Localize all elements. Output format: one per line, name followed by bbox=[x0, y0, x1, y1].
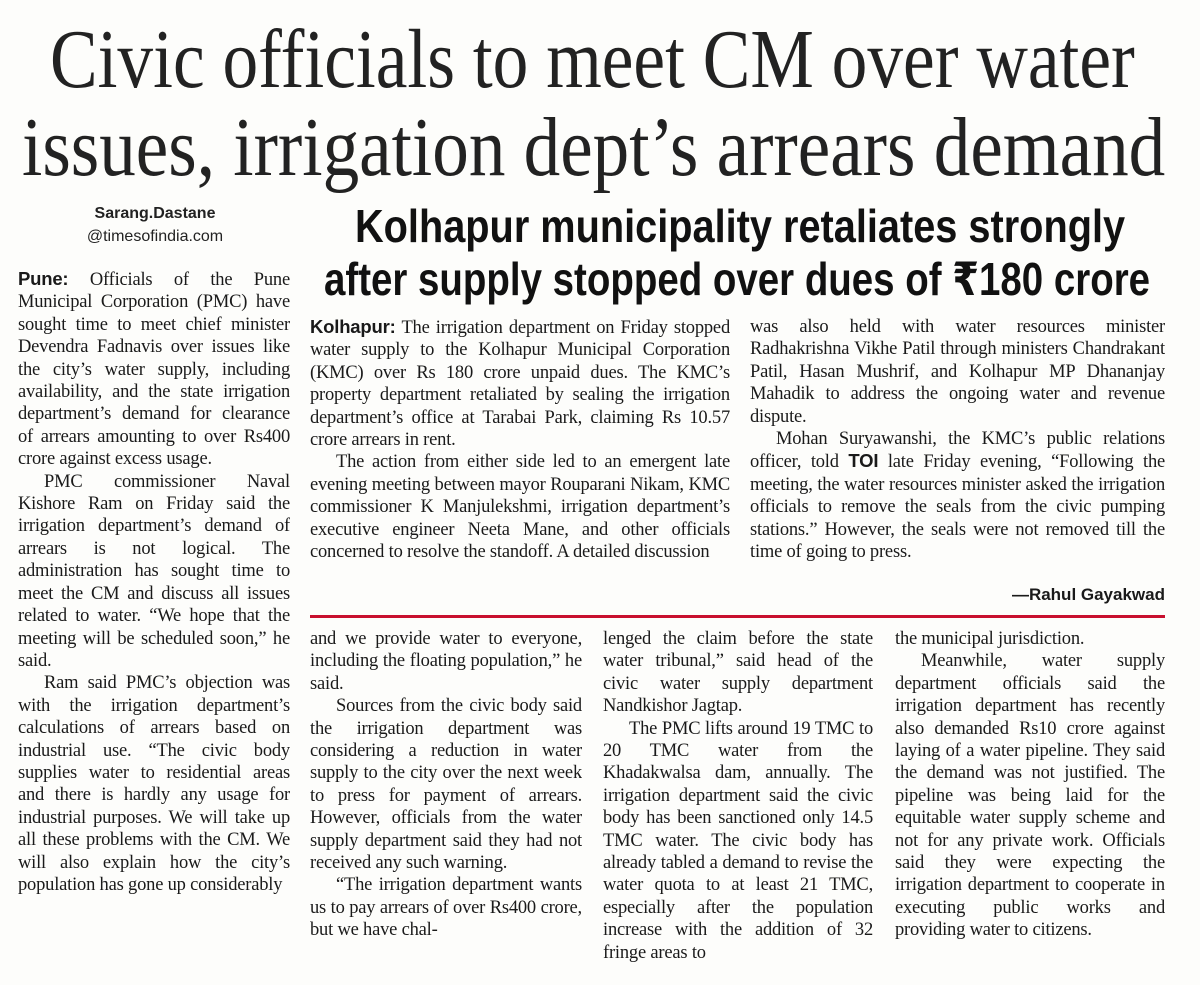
headline: Civic officials to meet CM over water bbox=[50, 13, 1135, 106]
paragraph: the municipal jurisdiction. bbox=[895, 628, 1165, 650]
text-column: the municipal jurisdiction. Meanwhile, wa… bbox=[895, 628, 1165, 973]
paragraph: PMC commissioner Naval Kishore Ram on Fr… bbox=[18, 471, 290, 673]
text-column: Pune: Officials of the Pune Municipal Co… bbox=[18, 268, 290, 968]
paragraph: Sources from the civic body said the irr… bbox=[310, 695, 582, 874]
text-run: Officials of the Pune Municipal Corporat… bbox=[18, 270, 290, 470]
paragraph: Meanwhile, water supply department offic… bbox=[895, 650, 1165, 941]
bold-text: TOI bbox=[848, 450, 879, 472]
text-run: and we provide water to everyone, includ… bbox=[310, 629, 582, 694]
headline: issues, irrigation dept’s arrears demand bbox=[22, 101, 1166, 194]
text-run: late Friday evening, “Following the meet… bbox=[750, 452, 1165, 563]
text-run: was also held with water resources minis… bbox=[750, 317, 1165, 427]
divider bbox=[310, 615, 1165, 618]
subheadline: after supply stopped over dues of ₹180 c… bbox=[324, 253, 1151, 305]
subheadline: Kolhapur municipality retaliates strongl… bbox=[355, 200, 1126, 252]
signature: —Rahul Gayakwad bbox=[1011, 585, 1165, 604]
paragraph: Kolhapur: The irrigation department on F… bbox=[310, 316, 730, 451]
text-column: Kolhapur: The irrigation department on F… bbox=[310, 316, 730, 611]
dateline: Pune: bbox=[18, 268, 69, 289]
paragraph: Mohan Suryawanshi, the KMC’s public rela… bbox=[750, 428, 1165, 563]
text-run: Meanwhile, water supply department offic… bbox=[895, 651, 1165, 941]
paragraph: Ram said PMC’s objection was with the ir… bbox=[18, 672, 290, 896]
text-run: The PMC lifts around 19 TMC to 20 TMC wa… bbox=[603, 718, 873, 963]
text-run: The action from either side led to an em… bbox=[310, 452, 730, 563]
text-run: lenged the claim before the state water … bbox=[603, 629, 873, 717]
paragraph: The action from either side led to an em… bbox=[310, 451, 730, 563]
text-column: was also held with water resources minis… bbox=[750, 316, 1165, 581]
dateline: Kolhapur: bbox=[310, 316, 396, 337]
paragraph: Pune: Officials of the Pune Municipal Co… bbox=[18, 268, 290, 471]
text-run: Ram said PMC’s objection was with the ir… bbox=[18, 673, 290, 895]
byline-name: Sarang.Dastane bbox=[94, 205, 216, 222]
paragraph: and we provide water to everyone, includ… bbox=[310, 628, 582, 695]
text-run: Mohan Suryawanshi, the KMC’s public rela… bbox=[750, 429, 1165, 473]
text-run: PMC commissioner Naval Kishore Ram on Fr… bbox=[18, 471, 290, 671]
text-column: lenged the claim before the state water … bbox=[603, 628, 873, 973]
text-column: and we provide water to everyone, includ… bbox=[310, 628, 582, 973]
text-run: The irrigation department on Friday stop… bbox=[310, 318, 730, 451]
text-run: Sources from the civic body said the irr… bbox=[310, 696, 582, 874]
paragraph: “The irrigation department wants us to p… bbox=[310, 874, 582, 941]
text-run: “The irrigation department wants us to p… bbox=[310, 875, 582, 941]
byline-handle: @timesofindia.com bbox=[86, 228, 224, 245]
paragraph: was also held with water resources minis… bbox=[750, 316, 1165, 428]
paragraph: The PMC lifts around 19 TMC to 20 TMC wa… bbox=[603, 718, 873, 964]
paragraph: lenged the claim before the state water … bbox=[603, 628, 873, 718]
text-run: the municipal jurisdiction. bbox=[895, 629, 1085, 649]
